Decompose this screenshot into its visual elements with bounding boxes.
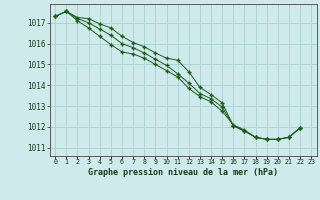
X-axis label: Graphe pression niveau de la mer (hPa): Graphe pression niveau de la mer (hPa) — [88, 168, 278, 177]
